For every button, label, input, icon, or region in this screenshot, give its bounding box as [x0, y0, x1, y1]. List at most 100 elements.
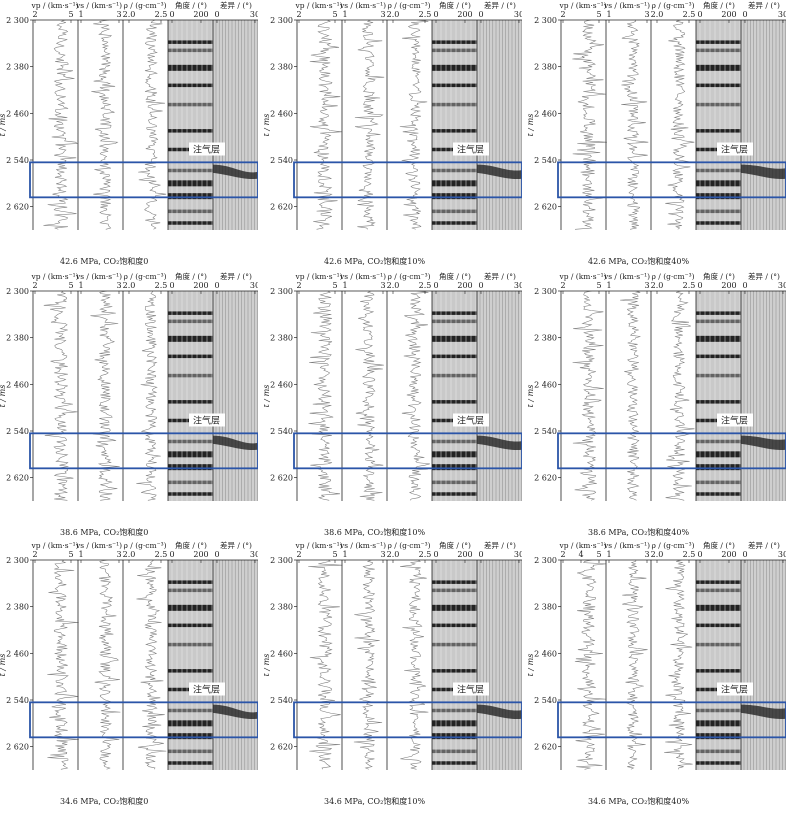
diff-anomaly [741, 704, 786, 720]
col-header-diff: 差异 / (°) [748, 540, 780, 550]
y-axis-label: t / ms [0, 654, 7, 677]
y-tick-label: 2 460 [6, 109, 29, 118]
col-header-vs: vs / (km·s⁻¹) [603, 1, 650, 10]
angle-event [432, 451, 477, 458]
col-tick-label: 3 [644, 281, 649, 290]
angle-event [168, 209, 213, 214]
col-header-vp: vp / (km·s⁻¹) [294, 541, 342, 550]
gas-layer-label-bg [717, 682, 753, 696]
y-tick-label: 2 300 [270, 556, 293, 565]
angle-event [696, 439, 741, 444]
col-tick-label: 1 [78, 281, 83, 290]
gas-layer-label-bg [717, 413, 753, 427]
angle-event [432, 708, 477, 713]
col-tick-label: 0 [433, 281, 438, 290]
angle-event [168, 492, 213, 496]
gas-layer-label-bg [453, 142, 489, 156]
log-curve [622, 560, 648, 770]
y-tick-label: 2 380 [6, 63, 29, 72]
col-header-vp: vp / (km·s⁻¹) [30, 1, 78, 10]
gas-layer-label-bg [189, 413, 225, 427]
log-curve [43, 291, 78, 501]
col-tick-label: 3 [116, 550, 121, 559]
angle-event [696, 373, 741, 378]
angle-event [696, 311, 741, 315]
angle-event [168, 604, 213, 611]
log-curve [309, 20, 342, 230]
diff-gather-bg [477, 291, 522, 501]
col-tick-label: 0 [433, 550, 438, 559]
y-axis-label: t / ms [0, 385, 7, 408]
col-tick-label: 2 [32, 550, 37, 559]
angle-event [168, 708, 213, 713]
angle-event [168, 720, 213, 727]
angle-event [432, 48, 477, 53]
col-header-vs: vs / (km·s⁻¹) [603, 541, 650, 550]
y-tick-label: 2 620 [534, 203, 557, 212]
col-tick-label: 200 [457, 281, 472, 290]
angle-event [696, 623, 741, 628]
log-curve [136, 291, 161, 501]
col-tick-label: 2 [296, 550, 301, 559]
col-tick-label: 2.0 [651, 550, 664, 559]
angle-event [168, 580, 213, 584]
col-tick-label: 1 [606, 550, 611, 559]
gas-layer-label-bg [453, 682, 489, 696]
col-header-vs: vs / (km·s⁻¹) [75, 1, 122, 10]
y-tick-label: 2 380 [534, 63, 557, 72]
col-tick-label: 2 [32, 10, 37, 19]
col-header-angle: 角度 / (°) [175, 0, 207, 10]
diff-gather-bg [213, 291, 258, 501]
y-tick-label: 2 380 [270, 603, 293, 612]
col-tick-label: 0 [742, 10, 747, 19]
col-tick-label: 200 [193, 550, 208, 559]
angle-event [696, 588, 741, 593]
angle-event [168, 464, 213, 471]
log-curve [621, 20, 649, 230]
angle-event [168, 64, 213, 71]
angle-event [168, 642, 213, 647]
col-tick-label: 0 [214, 550, 219, 559]
gas-layer-label: 注气层 [721, 684, 748, 696]
diff-anomaly [477, 435, 522, 451]
log-curve [94, 560, 121, 770]
diff-anomaly [741, 435, 786, 451]
angle-event [696, 129, 741, 133]
col-tick-label: 5 [68, 550, 73, 559]
y-axis-label: t / ms [264, 654, 271, 677]
angle-event [696, 48, 741, 53]
angle-event [168, 354, 213, 359]
gas-layer-box [293, 432, 522, 470]
angle-event [168, 480, 213, 485]
col-tick-label: 2.0 [387, 281, 400, 290]
y-axis-label: t / ms [528, 385, 535, 408]
angle-event [432, 464, 477, 471]
col-tick-label: 4 [578, 550, 583, 559]
y-tick-label: 2 460 [534, 380, 557, 389]
col-header-vs: vs / (km·s⁻¹) [339, 541, 386, 550]
angle-event [432, 642, 477, 647]
angle-event [696, 761, 741, 765]
y-axis-label: t / ms [264, 385, 271, 408]
gas-layer-box [29, 432, 258, 470]
col-header-angle: 角度 / (°) [703, 540, 735, 550]
diff-gather-bg [213, 560, 258, 770]
gas-layer-label: 注气层 [193, 144, 220, 156]
col-tick-label: 200 [721, 10, 736, 19]
angle-event [432, 354, 477, 359]
col-header-diff: 差异 / (°) [484, 540, 516, 550]
col-tick-label: 5 [332, 10, 337, 19]
log-curve [353, 560, 383, 770]
col-tick-label: 1 [78, 10, 83, 19]
angle-event [432, 209, 477, 214]
diff-gather-bg [741, 291, 786, 501]
angle-event [432, 604, 477, 611]
log-curve [138, 20, 167, 230]
gas-layer-box [557, 701, 786, 739]
col-header-vs: vs / (km·s⁻¹) [339, 272, 386, 281]
col-header-rho: ρ / (g·cm⁻³) [123, 272, 166, 281]
